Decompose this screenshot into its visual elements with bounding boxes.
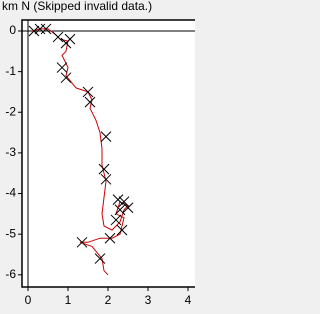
marker <box>56 62 68 73</box>
chart-title: km N (Skipped invalid data.) <box>2 0 152 13</box>
marker <box>64 33 76 45</box>
marker <box>110 214 122 226</box>
marker <box>100 131 112 142</box>
y-tick-label: -4 <box>5 186 16 200</box>
y-tick-label: -2 <box>5 104 16 118</box>
marker <box>112 194 124 205</box>
marker <box>82 86 94 98</box>
marker <box>84 96 96 108</box>
plot-area <box>21 19 195 288</box>
marker <box>40 23 52 35</box>
y-tick-label: 0 <box>9 23 16 37</box>
marker <box>52 31 64 43</box>
y-tick-label: -1 <box>5 64 16 78</box>
marker <box>114 204 126 216</box>
marker <box>76 236 88 248</box>
marker <box>28 25 40 37</box>
x-tick-label: 4 <box>185 293 192 307</box>
x-tick-label: 1 <box>65 293 72 307</box>
y-tick-label: -5 <box>5 226 16 240</box>
marker <box>98 163 110 175</box>
x-tick-label: 0 <box>25 293 32 307</box>
track-line <box>31 28 129 276</box>
y-tick-label: -3 <box>5 145 16 159</box>
marker <box>100 173 112 185</box>
marker <box>116 224 128 236</box>
y-tick-label: -6 <box>5 267 16 281</box>
chart: km N (Skipped invalid data.) 0 1 2 3 4 0 -1 -2 -… <box>2 0 195 307</box>
marker <box>118 196 130 208</box>
marker <box>60 72 72 84</box>
x-tick-label: 2 <box>105 293 112 307</box>
marker <box>104 232 116 244</box>
marker <box>122 202 134 214</box>
x-tick-label: 3 <box>145 293 152 307</box>
marker <box>94 253 106 264</box>
page: {"chart_data": {"type": "line", "title":… <box>2 0 195 308</box>
